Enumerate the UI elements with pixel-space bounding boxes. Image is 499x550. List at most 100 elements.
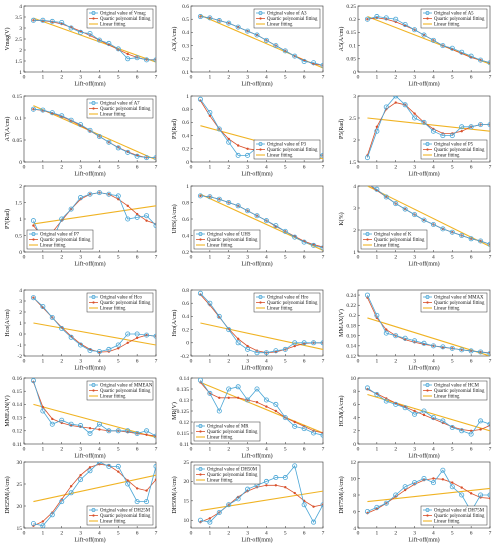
data-point-original bbox=[412, 480, 418, 486]
y-axis-label: UHS(A/cm) bbox=[171, 204, 178, 233]
data-point-quartic bbox=[274, 484, 278, 487]
y-tick-label: 30 bbox=[17, 460, 23, 466]
data-point-original bbox=[273, 401, 279, 407]
x-axis-label: Lift-off(mm) bbox=[241, 365, 272, 372]
x-tick-label: 0 bbox=[190, 255, 193, 261]
series-line-original bbox=[200, 379, 323, 436]
data-point-original bbox=[235, 203, 241, 209]
y-tick-label: 0 bbox=[19, 250, 22, 256]
y-tick-label: 0.12 bbox=[179, 420, 189, 426]
data-point-original bbox=[197, 517, 203, 523]
y-tick-label: 0.1 bbox=[349, 43, 356, 49]
x-tick-label: 2 bbox=[227, 255, 230, 261]
legend-marker bbox=[426, 301, 429, 304]
y-tick-label: 4 bbox=[19, 288, 22, 294]
x-tick-label: 1 bbox=[208, 447, 211, 453]
data-point-original bbox=[153, 463, 156, 469]
data-point-original bbox=[216, 196, 222, 202]
x-tick-label: 6 bbox=[303, 255, 306, 261]
legend-box bbox=[86, 8, 154, 29]
data-point-quartic bbox=[208, 517, 212, 520]
data-point-quartic bbox=[88, 466, 92, 469]
y-axis-label: Hro(A/cm) bbox=[171, 310, 178, 337]
x-tick-label: 6 bbox=[470, 359, 473, 365]
data-point-original bbox=[59, 417, 65, 423]
x-tick-label: 3 bbox=[413, 359, 416, 365]
data-point-original bbox=[430, 221, 436, 227]
legend-entry: Linear fitting bbox=[374, 244, 400, 249]
data-point-quartic bbox=[255, 401, 259, 404]
y-tick-label: 25 bbox=[184, 460, 190, 466]
x-tick-label: 7 bbox=[322, 531, 325, 537]
x-tick-label: 4 bbox=[98, 255, 101, 261]
y-tick-label: 10 bbox=[184, 518, 190, 524]
data-point-quartic bbox=[145, 489, 148, 492]
x-axis-label: Lift-off(mm) bbox=[408, 81, 439, 88]
series-line-linear bbox=[200, 322, 323, 350]
legend-box bbox=[193, 421, 261, 442]
legend-marker bbox=[92, 107, 95, 110]
x-tick-label: 6 bbox=[303, 447, 306, 453]
data-point-original bbox=[430, 128, 436, 134]
legend-box bbox=[420, 139, 488, 160]
data-point-quartic bbox=[460, 130, 463, 133]
data-point-original bbox=[40, 107, 46, 113]
x-tick-label: 1 bbox=[208, 255, 211, 261]
legend-entry: Linear fitting bbox=[434, 520, 460, 525]
data-point-original bbox=[383, 194, 389, 200]
data-point-quartic bbox=[413, 409, 416, 413]
x-tick-label: 1 bbox=[375, 359, 378, 365]
series-line-linear bbox=[367, 487, 490, 503]
data-point-original bbox=[374, 504, 380, 510]
x-tick-label: 5 bbox=[451, 359, 454, 365]
legend-marker bbox=[258, 295, 263, 299]
data-point-original bbox=[254, 213, 260, 219]
data-point-original bbox=[374, 128, 380, 134]
data-point-quartic bbox=[236, 144, 240, 147]
y-tick-label: 0.1 bbox=[15, 116, 22, 122]
subplot-11: 0 1 2 3 4 5 6 7-0.200.20.40.60.8Lift-off(mm)Hro… bbox=[171, 288, 325, 372]
x-tick-label: 4 bbox=[432, 447, 435, 453]
y-tick-label: 2 bbox=[19, 310, 22, 316]
data-point-original bbox=[364, 508, 370, 514]
data-point-quartic bbox=[117, 198, 120, 201]
x-tick-label: 1 bbox=[375, 165, 378, 171]
series-line-original bbox=[367, 387, 490, 435]
legend-box bbox=[193, 464, 261, 485]
x-tick-label: 4 bbox=[265, 255, 268, 261]
data-point-quartic bbox=[432, 477, 435, 480]
legend-entry: Linear fitting bbox=[267, 307, 293, 312]
data-point-original bbox=[292, 340, 298, 346]
y-tick-label: 0.18 bbox=[346, 323, 356, 329]
data-point-original bbox=[487, 241, 490, 247]
legend-entry: Original value of DH75M bbox=[434, 509, 485, 514]
legend-entry: Quartic polynomial fitting bbox=[207, 473, 258, 478]
data-point-quartic bbox=[126, 52, 129, 56]
data-point-original bbox=[430, 37, 436, 43]
y-tick-label: 4 bbox=[19, 4, 22, 10]
subplot-13: 0 1 2 3 4 5 6 7 0.11 0.12 0.13 0.14 0.15 0.16 Lift-off… bbox=[4, 376, 158, 460]
data-point-original bbox=[468, 236, 474, 242]
legend-entry: Quartic polynomial fitting bbox=[434, 389, 485, 394]
y-tick-label: 0.4 bbox=[182, 314, 189, 320]
data-point-quartic bbox=[88, 426, 92, 430]
series-line-original bbox=[33, 19, 156, 61]
data-point-original bbox=[216, 408, 222, 414]
x-tick-label: 4 bbox=[98, 359, 101, 365]
data-point-original bbox=[254, 350, 260, 356]
x-tick-label: 1 bbox=[375, 531, 378, 537]
x-tick-label: 2 bbox=[394, 447, 397, 453]
x-tick-label: 2 bbox=[60, 447, 63, 453]
data-point-original bbox=[311, 60, 317, 66]
series-line-original bbox=[33, 380, 156, 437]
y-tick-label: 0.11 bbox=[180, 442, 190, 448]
data-point-quartic bbox=[227, 396, 230, 399]
y-tick-label: 0.05 bbox=[12, 138, 22, 144]
legend-marker bbox=[198, 232, 203, 236]
data-point-original bbox=[478, 238, 484, 244]
x-tick-label: 7 bbox=[489, 447, 492, 453]
data-point-quartic bbox=[394, 101, 397, 104]
data-point-original bbox=[440, 467, 446, 473]
